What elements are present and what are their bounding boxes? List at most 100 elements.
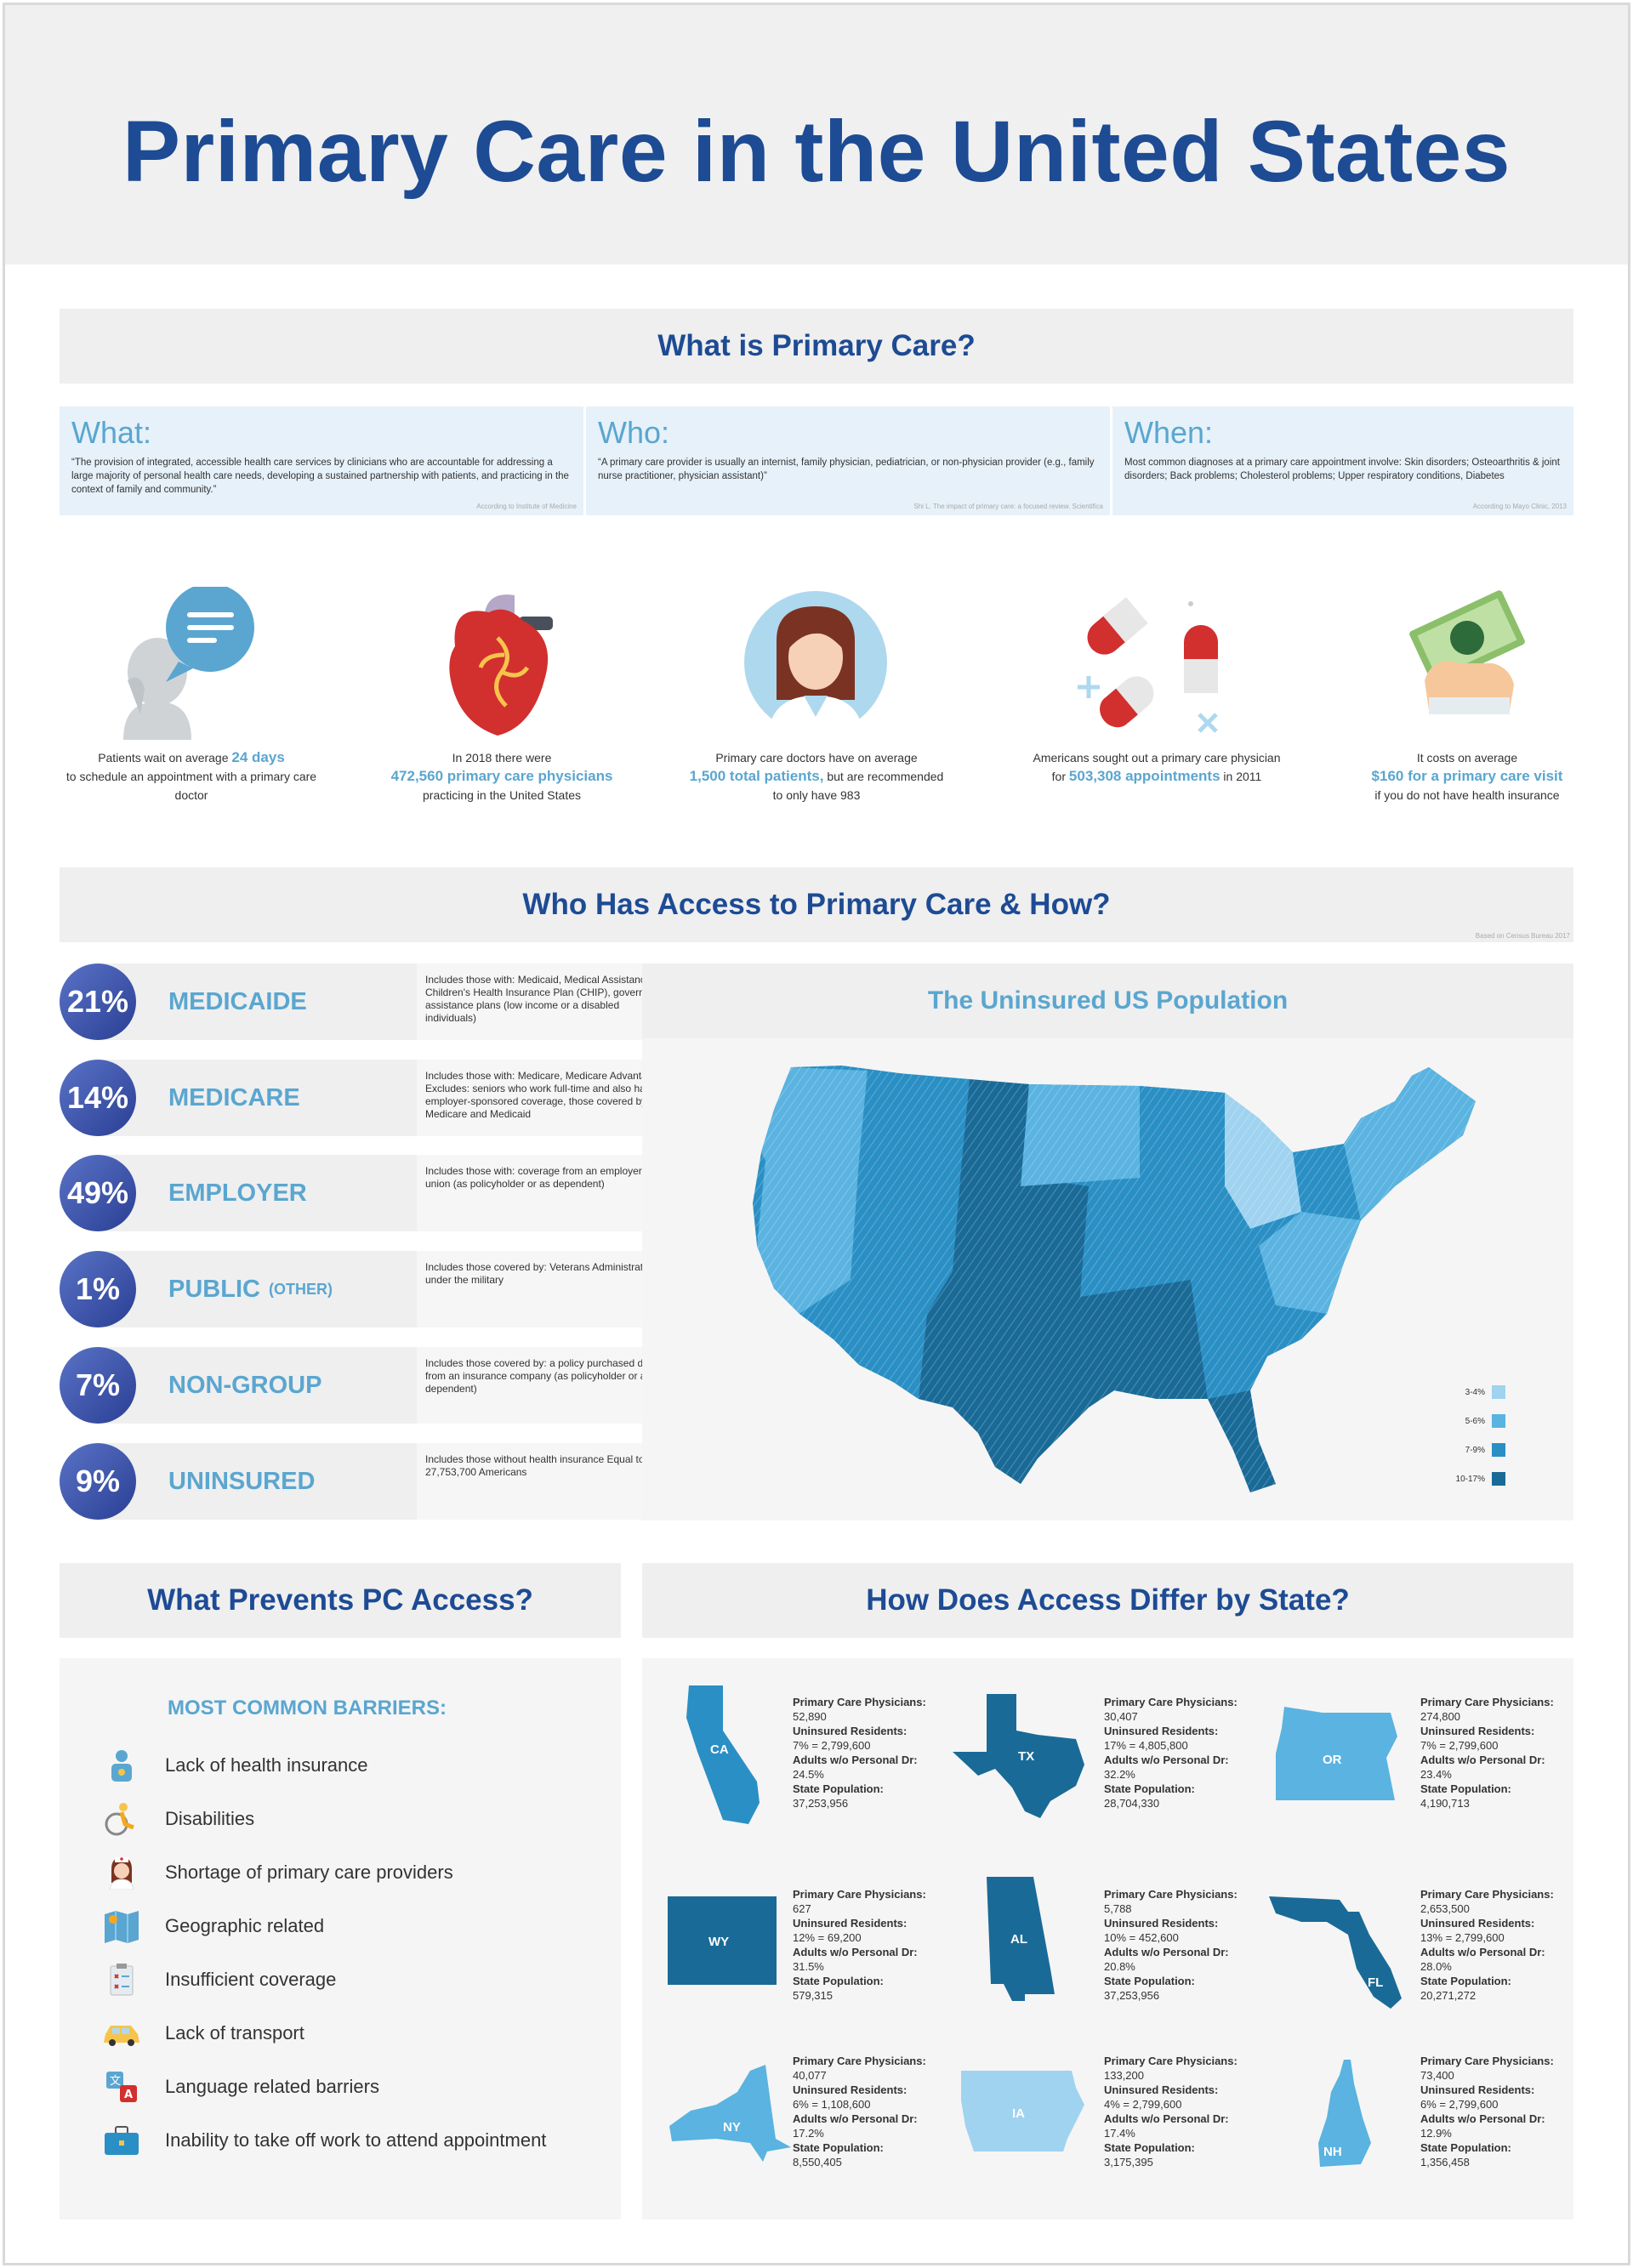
barrier-item: Disabilities: [102, 1802, 254, 1836]
stat-patients: Primary care doctors have on average 1,5…: [689, 748, 944, 804]
state-shape-ca: CA: [686, 1685, 760, 1824]
access-desc: Includes those with: Medicare, Medicare …: [417, 1060, 680, 1136]
access-row-non-group: 7% NON-GROUP Includes those covered by: …: [60, 1347, 680, 1424]
definition-when: When: Most common diagnoses at a primary…: [1112, 406, 1573, 515]
access-percent: 1%: [60, 1251, 136, 1327]
access-band: [98, 1443, 417, 1520]
barrier-item: Lack of transport: [102, 2016, 304, 2050]
access-row-employer: 49% EMPLOYER Includes those with: covera…: [60, 1155, 680, 1231]
access-name: MEDICAIDE: [168, 987, 307, 1015]
barrier-item: Insufficient coverage: [102, 1963, 336, 1997]
state-shape-al: AL: [987, 1877, 1055, 2001]
svg-text:文: 文: [110, 2075, 121, 2088]
legend-item: 7-9%: [1420, 1435, 1505, 1464]
speech-bubble-icon: [123, 587, 254, 740]
us-map-icon: [753, 1066, 1476, 1492]
svg-text:CA: CA: [710, 1742, 729, 1757]
definition-source: According to Mayo Clinic, 2013: [1472, 503, 1567, 510]
stat-pre: Americans sought out a primary care phys…: [1033, 751, 1281, 783]
state-info-or: Primary Care Physicians: 274,800 Uninsure…: [1420, 1696, 1554, 1810]
stat-highlight: 503,308 appointments: [1068, 768, 1220, 784]
stat-wait-time: Patients wait on average 24 days to sche…: [64, 748, 319, 804]
section-heading-what-is: What is Primary Care?: [60, 309, 1573, 384]
stat-pre: It costs on average: [1416, 751, 1518, 765]
legend-item: 10-17%: [1420, 1464, 1505, 1493]
briefcase-icon: [102, 2123, 141, 2157]
state-info-tx: Primary Care Physicians: 30,407 Uninsured…: [1104, 1696, 1238, 1810]
state-shape-nh: NH: [1318, 2060, 1371, 2167]
access-name: NON-GROUP: [168, 1371, 322, 1399]
definition-what: What: “The provision of integrated, acce…: [60, 406, 583, 515]
section-heading-differ: How Does Access Differ by State?: [642, 1563, 1573, 1638]
access-percent: 7%: [60, 1347, 136, 1424]
definition-source: According to Institute of Medicine: [476, 503, 577, 510]
state-shape-ia: IA: [961, 2071, 1084, 2151]
access-desc: Includes those covered by: a policy purc…: [417, 1347, 680, 1424]
map-legend: 3-4% 5-6% 7-9% 10-17%: [1420, 1378, 1505, 1493]
person-icon: [102, 1748, 141, 1782]
stat-appointments: Americans sought out a primary care phys…: [1029, 748, 1284, 786]
stat-visit-cost: It costs on average $160 for a primary c…: [1340, 748, 1595, 804]
money-icon: [1409, 590, 1525, 714]
stat-pre: Patients wait on average: [98, 751, 229, 765]
access-percent: 9%: [60, 1443, 136, 1520]
access-desc: Includes those with: coverage from an em…: [417, 1155, 680, 1231]
access-band: [98, 1251, 417, 1327]
barrier-item: Geographic related: [102, 1909, 324, 1943]
definition-title: When:: [1124, 415, 1214, 450]
access-row-medicare: 14% MEDICARE Includes those with: Medica…: [60, 1060, 680, 1136]
stat-post: to schedule an appointment with a primar…: [65, 770, 317, 802]
state-info-ny: Primary Care Physicians: 40,077 Uninsured…: [793, 2055, 926, 2169]
svg-text:WY: WY: [708, 1935, 729, 1949]
nurse-icon: [102, 1856, 141, 1890]
stat-post: if you do not have health insurance: [1374, 788, 1560, 802]
map-icon: [102, 1909, 141, 1943]
svg-text:AL: AL: [1010, 1932, 1027, 1947]
access-desc: Includes those covered by: Veterans Admi…: [417, 1251, 680, 1327]
heart-icon: [449, 594, 553, 736]
stat-post: but are recommended to only have 983: [772, 770, 944, 802]
access-band: [98, 1347, 417, 1424]
definition-source: Shi L. The impact of primary care: a foc…: [913, 503, 1103, 510]
state-shape-or: OR: [1276, 1707, 1397, 1800]
uninsured-map-title: The Uninsured US Population: [642, 963, 1573, 1038]
access-percent: 14%: [60, 1060, 136, 1136]
access-desc: Includes those without health insurance …: [417, 1443, 680, 1520]
svg-text:IA: IA: [1012, 2106, 1025, 2121]
access-sub: (OTHER): [268, 1280, 333, 1298]
section-heading-prevents: What Prevents PC Access?: [60, 1563, 621, 1638]
access-name: PUBLIC (OTHER): [168, 1275, 333, 1303]
access-row-uninsured: 9% UNINSURED Includes those without heal…: [60, 1443, 680, 1520]
definition-title: Who:: [598, 415, 670, 450]
stat-highlight: 24 days: [231, 749, 285, 765]
access-percent: 49%: [60, 1155, 136, 1231]
definition-title: What:: [71, 415, 152, 450]
barriers-panel: [60, 1658, 621, 2220]
state-info-fl: Primary Care Physicians: 2,653,500 Uninsu…: [1420, 1888, 1554, 2002]
access-band: [98, 1155, 417, 1231]
legend-item: 5-6%: [1420, 1407, 1505, 1435]
stat-pre: In 2018 there were: [452, 751, 552, 765]
stat-post: in 2011: [1223, 770, 1262, 783]
barrier-item: Inability to take off work to attend app…: [102, 2123, 546, 2157]
state-info-nh: Primary Care Physicians: 73,400 Uninsured…: [1420, 2055, 1554, 2169]
access-band: [98, 1060, 417, 1136]
definition-body: “The provision of integrated, accessible…: [71, 458, 569, 495]
state-shape-ny: NY: [669, 2065, 791, 2162]
definition-body: Most common diagnoses at a primary care …: [1124, 458, 1560, 481]
definition-body: “A primary care provider is usually an i…: [598, 458, 1095, 481]
state-shape-wy: WY: [668, 1896, 777, 1985]
access-percent: 21%: [60, 963, 136, 1040]
state-info-wy: Primary Care Physicians: 627 Uninsured Re…: [793, 1888, 926, 2002]
access-name: UNINSURED: [168, 1467, 316, 1495]
state-info-ca: Primary Care Physicians: 52,890 Uninsured…: [793, 1696, 926, 1810]
wheelchair-icon: [102, 1802, 141, 1836]
stat-highlight: 1,500 total patients,: [689, 768, 824, 784]
state-info-ia: Primary Care Physicians: 133,200 Uninsure…: [1104, 2055, 1238, 2169]
page-title: Primary Care in the United States: [122, 103, 1511, 200]
svg-text:NY: NY: [723, 2120, 741, 2134]
states-panel: [642, 1658, 1573, 2220]
stat-pre: Primary care doctors have on average: [715, 751, 918, 765]
svg-text:OR: OR: [1323, 1753, 1342, 1767]
